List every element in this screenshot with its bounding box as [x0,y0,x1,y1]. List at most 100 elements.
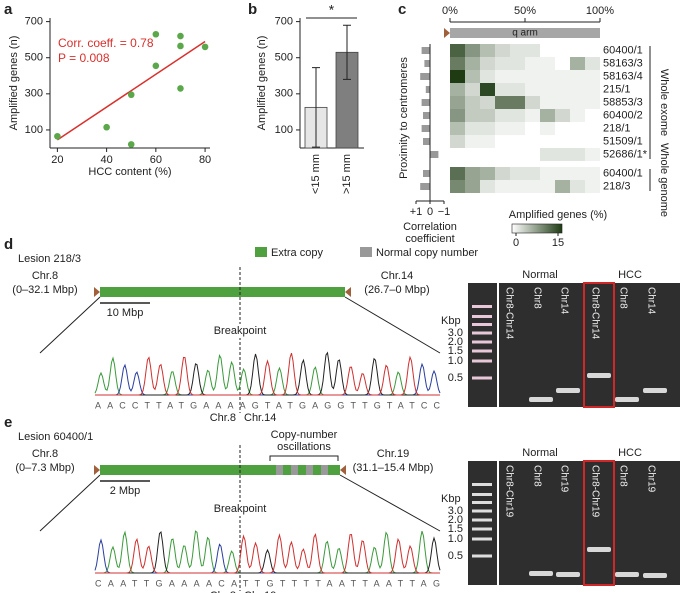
group-label: Whole exome [658,69,670,136]
telomere [345,287,351,297]
lane-label: Chr8-Chr19 [503,465,514,518]
ladder-band [472,323,492,326]
normal-copy [276,465,283,475]
chr-label: Chr.8 [32,448,58,460]
heat-cell [480,96,495,109]
label-bg [208,324,272,338]
y-tick-label: 500 [275,52,293,64]
heat-cell [570,57,585,70]
normal-copy [291,465,298,475]
row-label: 218/3 [603,180,631,192]
point [177,42,184,50]
junction-label: Chr.19 [244,590,276,593]
heat-cell [570,109,585,122]
heat-cell [510,70,525,83]
lane-label: Chr14 [558,287,569,315]
lane-label: Chr14 [645,287,656,315]
panel-letter: e [4,414,12,431]
gel [468,461,680,585]
point [54,132,61,140]
arm-bar [450,28,600,38]
heat-cell [510,83,525,96]
heat-cell [525,180,540,193]
group-label: Whole genome [658,143,670,217]
heat-cell [540,122,555,135]
heat-cell [570,135,585,148]
marker-label: 1.5 [448,523,463,535]
panel-letter: a [4,1,13,18]
legend-label: Normal copy number [376,247,478,259]
heat-cell [510,167,525,180]
heat-cell [495,83,510,96]
heat-cell [465,70,480,83]
corr-bar [423,138,430,145]
heat-cell [495,148,510,161]
heat-cell [450,167,465,180]
heat-cell [540,70,555,83]
scale-label: 10 Mbp [107,307,144,319]
lane-label: Chr8-Chr19 [589,465,600,518]
heat-cell [450,135,465,148]
lesion-title: Lesion 218/3 [18,253,81,265]
row-label: 58163/4 [603,70,643,82]
gel-group-label: HCC [618,269,642,281]
y-tick-label: 300 [275,88,293,100]
lane-label: Chr19 [645,465,656,493]
corr-bar [421,47,430,54]
ladder-band [472,501,492,504]
x-axis-label: Amplified genes (%) [509,209,607,221]
heat-cell [495,180,510,193]
heat-cell [450,109,465,122]
heat-cell [465,135,480,148]
heat-cell [510,135,525,148]
telomere [340,465,346,475]
row-label: 60400/1 [603,44,643,56]
heat-cell [540,96,555,109]
x-tick-label: >15 mm [341,154,353,194]
row-label: 215/1 [603,83,631,95]
marker-label: 2.0 [448,336,463,348]
heat-cell [465,109,480,122]
junction-label: Chr.14 [244,412,276,424]
marker-label: 0.5 [448,372,463,384]
heat-cell [525,148,540,161]
heat-cell [480,148,495,161]
heat-cell [495,57,510,70]
heat-cell [525,83,540,96]
lane-label: Chr8 [617,287,628,309]
heat-cell [495,122,510,135]
heat-cell [465,180,480,193]
gel-band [587,547,611,552]
corr-bar [421,99,430,106]
heat-cell [510,96,525,109]
heat-cell [540,57,555,70]
ladder-band [472,305,492,308]
heat-cell [480,122,495,135]
heat-cell [525,96,540,109]
heat-cell [585,57,600,70]
y-tick-label: 700 [275,16,293,28]
lane-label: Chr8 [617,465,628,487]
heat-cell [525,44,540,57]
gel-band [615,397,639,402]
legend-swatch [360,247,372,257]
heat-cell [480,167,495,180]
colorbar [511,223,563,234]
normal-copy [321,465,328,475]
lesion-title: Lesion 60400/1 [18,431,93,443]
x-tick-label: 50% [514,5,536,17]
heat-cell [540,135,555,148]
heat-cell [450,44,465,57]
heat-cell [555,57,570,70]
row-label: 60400/2 [603,109,643,121]
x-tick-label: 20 [51,154,63,166]
panel-letter: c [398,1,406,18]
heat-cell [570,83,585,96]
heat-cell [510,109,525,122]
chr-label: Chr.19 [377,448,409,460]
heat-cell [585,44,600,57]
junction-label: Chr.8 [210,590,236,593]
point [201,43,209,51]
ladder-band [472,340,492,344]
y-tick-label: 100 [25,124,43,136]
